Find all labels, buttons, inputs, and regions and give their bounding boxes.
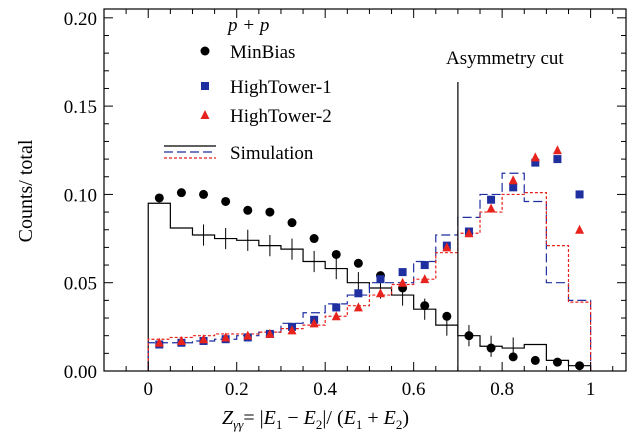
hightower2-point <box>508 175 518 185</box>
hightower2-point <box>154 337 164 347</box>
hightower2-point <box>375 288 385 298</box>
hightower2-point <box>442 242 452 252</box>
data-points <box>154 145 585 371</box>
hightower2-point <box>199 334 209 344</box>
hightower1-point <box>376 275 385 284</box>
minbias-point <box>243 205 253 215</box>
plot-frame <box>103 8 627 372</box>
hightower2-point <box>420 274 430 284</box>
x-tick-label: 0.4 <box>313 379 337 400</box>
x-title-eq: = | <box>243 407 263 429</box>
y-axis-title: Counts/ total <box>15 139 37 242</box>
hightower1-point <box>398 268 407 277</box>
x-title-e2b: E <box>383 407 396 429</box>
minbias-point <box>442 311 452 321</box>
simulation-hightower1-histogram <box>147 172 592 371</box>
legend-marker-hightower2 <box>200 110 210 119</box>
minbias-point <box>420 301 430 311</box>
x-tick-label: 0.2 <box>225 379 249 400</box>
hightower2-point <box>398 277 408 287</box>
asymmetry-cut-label: Asymmetry cut <box>446 48 564 69</box>
hightower2-point <box>265 328 275 338</box>
legend: p + p MinBias HighTower-1 HighTower-2 Si… <box>164 15 332 164</box>
hightower1-point <box>487 195 496 204</box>
y-tick-label: 0.15 <box>64 97 97 118</box>
minbias-point <box>309 234 319 244</box>
legend-marker-hightower1 <box>201 82 209 90</box>
y-tick-label: 0.05 <box>64 274 97 295</box>
hightower2-point <box>287 325 297 335</box>
hightower2-point <box>176 335 186 345</box>
y-tick-label: 0.20 <box>64 9 97 30</box>
legend-label-minbias: MinBias <box>230 42 295 63</box>
minbias-point <box>508 352 518 362</box>
x-title-e2: E <box>303 407 316 429</box>
x-title-sub2b: 2 <box>396 417 403 432</box>
x-title-close: ) <box>402 407 409 429</box>
hightower2-point <box>353 302 363 312</box>
minbias-point <box>287 218 297 228</box>
x-tick-label: 0 <box>143 379 153 400</box>
x-title-sub1: 1 <box>276 417 283 432</box>
hightower1-point <box>553 155 562 164</box>
x-tick-label: 1 <box>586 379 596 400</box>
x-title-z: Z <box>222 407 234 429</box>
x-axis-title: Zγγ= |E1 − E2|/ (E1 + E2) <box>222 407 409 432</box>
hightower2-point <box>243 330 253 340</box>
minbias-point <box>331 249 341 259</box>
x-title-plus: + <box>362 407 383 429</box>
x-title-minus: − <box>282 407 303 429</box>
hightower1-point <box>575 190 584 199</box>
legend-label-simulation: Simulation <box>230 143 314 164</box>
minbias-point <box>353 258 363 268</box>
y-tick-label: 0.10 <box>64 185 97 206</box>
x-tick-label: 0.8 <box>490 379 514 400</box>
hightower2-point <box>552 145 562 155</box>
x-title-e1b: E <box>343 407 356 429</box>
y-tick-label: 0.00 <box>64 362 97 383</box>
minbias-point <box>221 196 231 206</box>
legend-label-hightower1: HighTower-1 <box>230 77 332 98</box>
minbias-point <box>265 207 275 217</box>
hightower2-point <box>331 311 341 321</box>
legend-label-hightower2: HighTower-2 <box>230 106 332 127</box>
simulation-histograms <box>147 172 592 371</box>
simulation-hightower2-histogram <box>147 192 592 371</box>
hightower2-point <box>464 228 474 238</box>
legend-marker-minbias <box>200 46 210 56</box>
minbias-point <box>575 361 585 371</box>
minbias-point <box>464 331 474 341</box>
hightower2-point <box>530 152 540 162</box>
x-tick-label: 0.6 <box>402 379 426 400</box>
minbias-point <box>154 193 164 203</box>
axes <box>103 8 627 372</box>
minbias-point <box>199 189 209 199</box>
minbias-point <box>552 357 562 367</box>
hightower1-point <box>531 158 540 167</box>
hightower1-point <box>420 261 429 270</box>
hightower2-point <box>486 203 496 213</box>
x-title-sub2: 2 <box>316 417 323 432</box>
hightower2-point <box>575 224 585 234</box>
x-title-mid: |/ ( <box>322 407 344 429</box>
hightower2-point <box>309 318 319 328</box>
hightower2-point <box>221 332 231 342</box>
x-title-sub: γγ <box>233 417 244 432</box>
x-title-sub1b: 1 <box>356 417 363 432</box>
legend-title: p + p <box>226 15 269 36</box>
hightower1-point <box>509 183 518 192</box>
x-title-e1: E <box>263 407 276 429</box>
hightower1-point <box>354 289 363 298</box>
minbias-point <box>530 355 540 365</box>
hightower1-point <box>332 303 341 312</box>
minbias-point <box>486 343 496 353</box>
tick-labels: 0 0.2 0.4 0.6 0.8 1 0.00 0.05 0.10 0.15 0.20 <box>64 9 596 400</box>
minbias-point <box>176 188 186 198</box>
legend-marker-simulation <box>164 145 216 159</box>
